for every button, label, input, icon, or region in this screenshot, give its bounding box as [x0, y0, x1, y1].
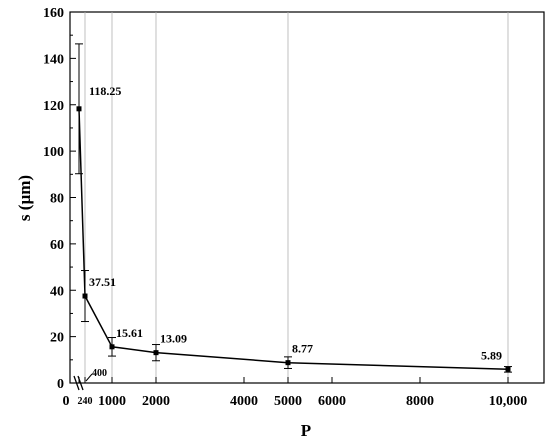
data-label: 5.89: [481, 348, 502, 362]
x-tick-label: 400: [92, 368, 107, 379]
data-label: 8.77: [292, 342, 313, 356]
data-label: 118.25: [89, 84, 121, 98]
gridlines: [84, 12, 509, 383]
data-point: [505, 366, 511, 372]
axis-break-mark: [73, 375, 80, 391]
data-point: [153, 350, 159, 356]
x-axis: 0 240 400 1000 2000 4000 5000 6000 8000 10,000: [63, 368, 528, 409]
y-axis: 0 20 40 60 80 100 120 140 160: [43, 6, 76, 392]
y-tick-label: 140: [43, 52, 64, 67]
x-tick-label: 6000: [318, 394, 346, 409]
y-tick-label: 20: [50, 331, 64, 346]
series-line: [78, 108, 509, 371]
y-tick-label: 0: [57, 377, 64, 392]
x-tick-label: 240: [78, 396, 93, 407]
y-axis-title: s (µm): [15, 175, 34, 221]
x-tick-label: 2000: [142, 394, 170, 409]
y-tick-label: 160: [43, 6, 64, 21]
data-point: [285, 360, 291, 366]
data-label: 13.09: [160, 332, 187, 346]
x-tick-label: 1000: [98, 394, 126, 409]
y-tick-label: 40: [50, 284, 64, 299]
y-tick-label: 120: [43, 99, 64, 114]
data-point: [82, 293, 88, 299]
x-tick-label: 0: [63, 394, 70, 409]
x-tick-label: 8000: [406, 394, 434, 409]
x-axis-title: P: [301, 421, 311, 440]
data-point: [76, 106, 82, 112]
x-tick-pointer: [85, 373, 93, 382]
x-tick-label: 10,000: [489, 394, 528, 409]
y-tick-label: 100: [43, 145, 64, 160]
data-label: 37.51: [89, 275, 116, 289]
y-tick-label: 60: [50, 238, 64, 253]
data-label: 15.61: [116, 326, 143, 340]
x-tick-label: 5000: [274, 394, 302, 409]
y-tick-label: 80: [50, 192, 64, 207]
series: 118.25 37.51 15.61 13.09 8.77 5.89: [75, 43, 512, 373]
data-point: [109, 344, 115, 350]
x-tick-label: 4000: [230, 394, 258, 409]
